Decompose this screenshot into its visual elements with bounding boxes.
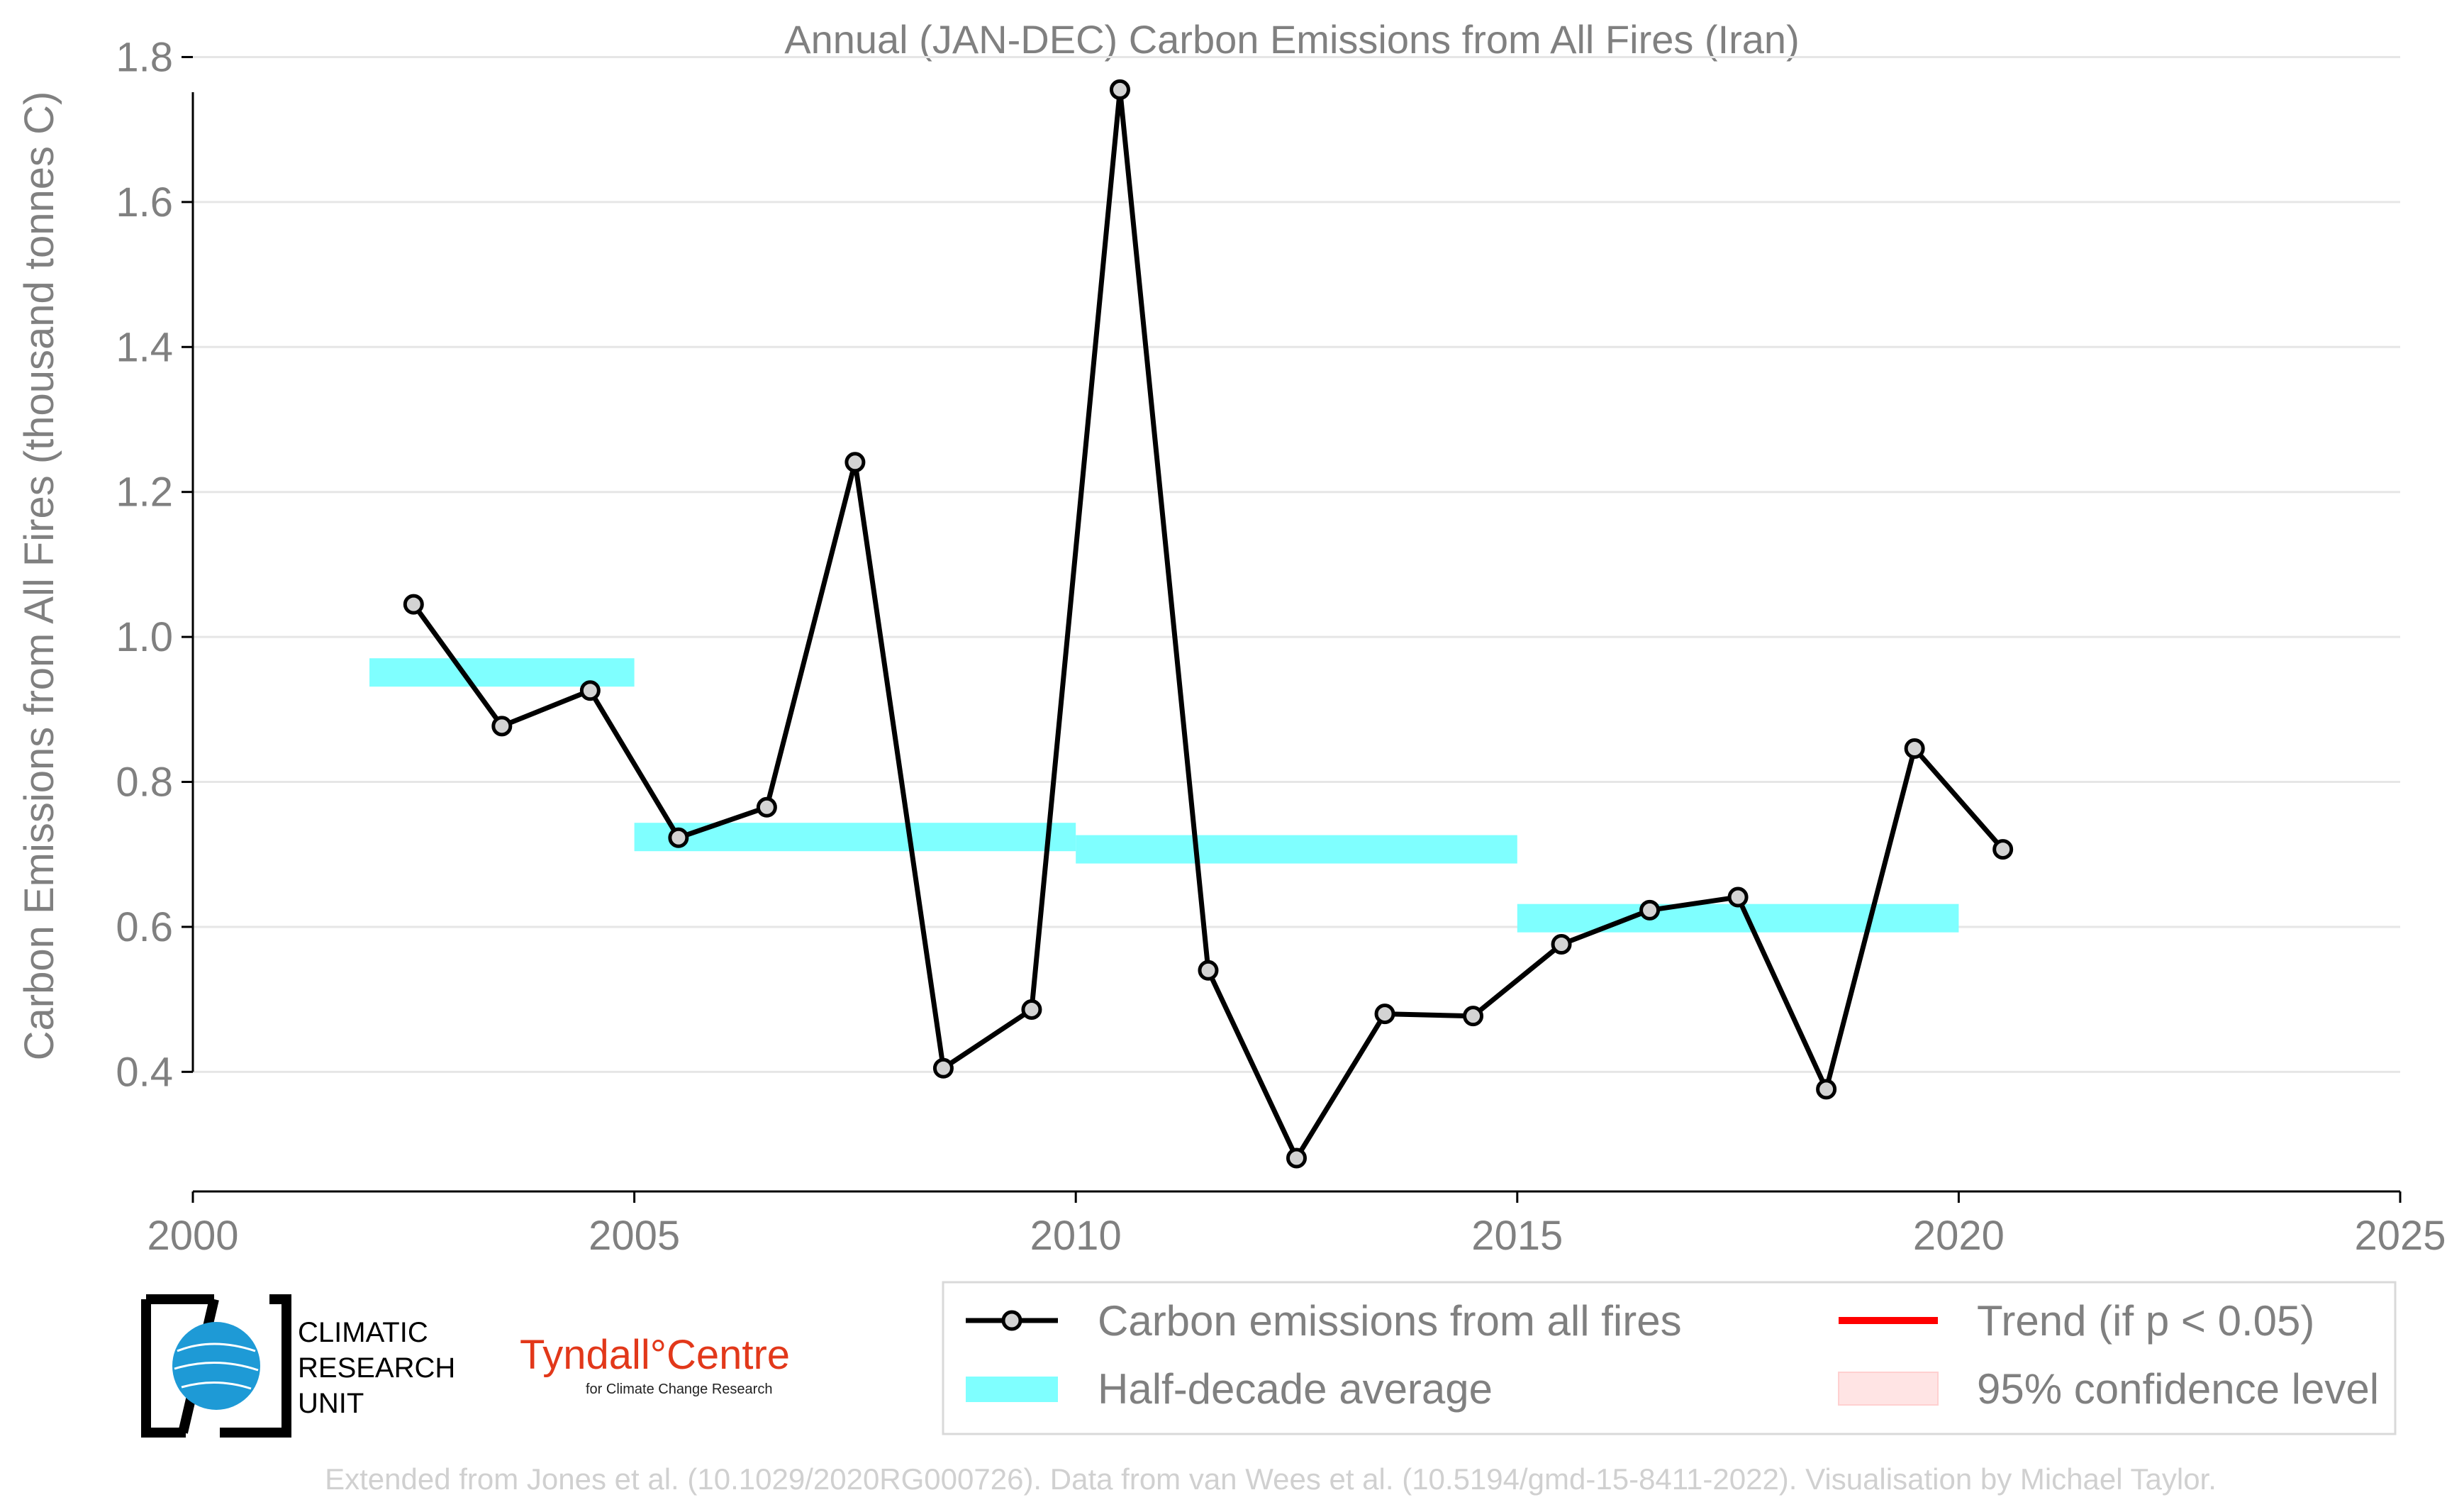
tyndall-title: Tyndall°Centre	[520, 1332, 790, 1378]
y-axis-label: Carbon Emissions from All Fires (thousan…	[16, 91, 62, 1061]
x-tick-label: 2015	[1471, 1213, 1563, 1259]
y-tick-label: 1.6	[116, 179, 173, 226]
legend-label-trend: Trend (if p < 0.05)	[1977, 1297, 2314, 1345]
credit-line: Extended from Jones et al. (10.1029/2020…	[325, 1462, 2217, 1496]
cru-bracket-icon	[141, 1294, 291, 1438]
y-tick-label: 0.8	[116, 760, 173, 806]
cru-text-line-1: CLIMATIC	[298, 1317, 428, 1348]
x-tick-label: 2010	[1030, 1213, 1122, 1259]
x-tick-label: 2000	[147, 1213, 238, 1259]
emissions-point	[1816, 1079, 1837, 1100]
half-decade-band	[634, 823, 1076, 852]
emissions-point	[1992, 839, 2014, 860]
y-tick-label: 1.2	[116, 469, 173, 516]
gridlines	[193, 55, 2400, 1073]
half-decade-band	[1076, 835, 1517, 864]
cru-text-line-3: UNIT	[298, 1388, 364, 1419]
cru-logo: CLIMATIC RESEARCH UNIT	[141, 1294, 455, 1438]
y-tick-label: 0.6	[116, 904, 173, 950]
emissions-point	[1551, 933, 1572, 955]
half-decade-band	[1517, 904, 1959, 933]
emissions-line	[411, 87, 2005, 1161]
chart-title: Annual (JAN-DEC) Carbon Emissions from A…	[784, 17, 1799, 62]
y-axis: 0.4 0.6 0.8 1.0 1.2 1.4 1.6 1.8	[116, 34, 194, 1095]
emissions-point	[1639, 899, 1661, 921]
legend-swatch-confidence	[1838, 1372, 1939, 1406]
x-axis: 2000 2005 2010 2015 2020 2025	[147, 1190, 2446, 1259]
y-tick-label: 0.4	[116, 1049, 173, 1095]
legend-swatch-emissions-marker	[1001, 1310, 1022, 1331]
emissions-point	[1109, 79, 1130, 100]
emissions-series	[403, 79, 2014, 1169]
emissions-point	[491, 716, 513, 737]
legend-label-confidence: 95% confidence level	[1977, 1365, 2379, 1413]
x-tick-label: 2020	[1913, 1213, 2005, 1259]
x-tick-label: 2005	[589, 1213, 680, 1259]
legend: Carbon emissions from all fires Half-dec…	[942, 1281, 2397, 1435]
tyndall-subtitle: for Climate Change Research	[586, 1382, 772, 1397]
emissions-point	[668, 827, 689, 848]
legend-frame	[942, 1281, 2397, 1435]
x-tick-label: 2025	[2354, 1213, 2446, 1259]
cru-text-line-2: RESEARCH	[298, 1352, 455, 1384]
globe-icon	[172, 1322, 260, 1410]
emissions-point	[1727, 886, 1749, 908]
half-decade-average-bands	[369, 658, 1959, 933]
emissions-point	[1286, 1147, 1307, 1169]
emissions-point	[756, 796, 777, 818]
emissions-point	[579, 680, 601, 701]
emissions-point	[1904, 738, 1925, 760]
y-tick-label: 1.0	[116, 614, 173, 660]
emissions-point	[1021, 999, 1042, 1020]
emissions-point	[1198, 960, 1219, 981]
emissions-point	[403, 594, 424, 615]
y-tick-label: 1.8	[116, 34, 173, 80]
tyndall-logo: Tyndall°Centre for Climate Change Resear…	[520, 1332, 790, 1397]
y-tick-label: 1.4	[116, 324, 173, 370]
emissions-point	[932, 1057, 954, 1079]
legend-label-emissions: Carbon emissions from all fires	[1098, 1297, 1682, 1345]
emissions-point	[1463, 1006, 1484, 1027]
emissions-point	[1374, 1004, 1395, 1025]
emissions-point	[844, 452, 866, 473]
legend-swatch-half-decade	[966, 1377, 1058, 1402]
legend-label-half-decade: Half-decade average	[1098, 1365, 1493, 1413]
